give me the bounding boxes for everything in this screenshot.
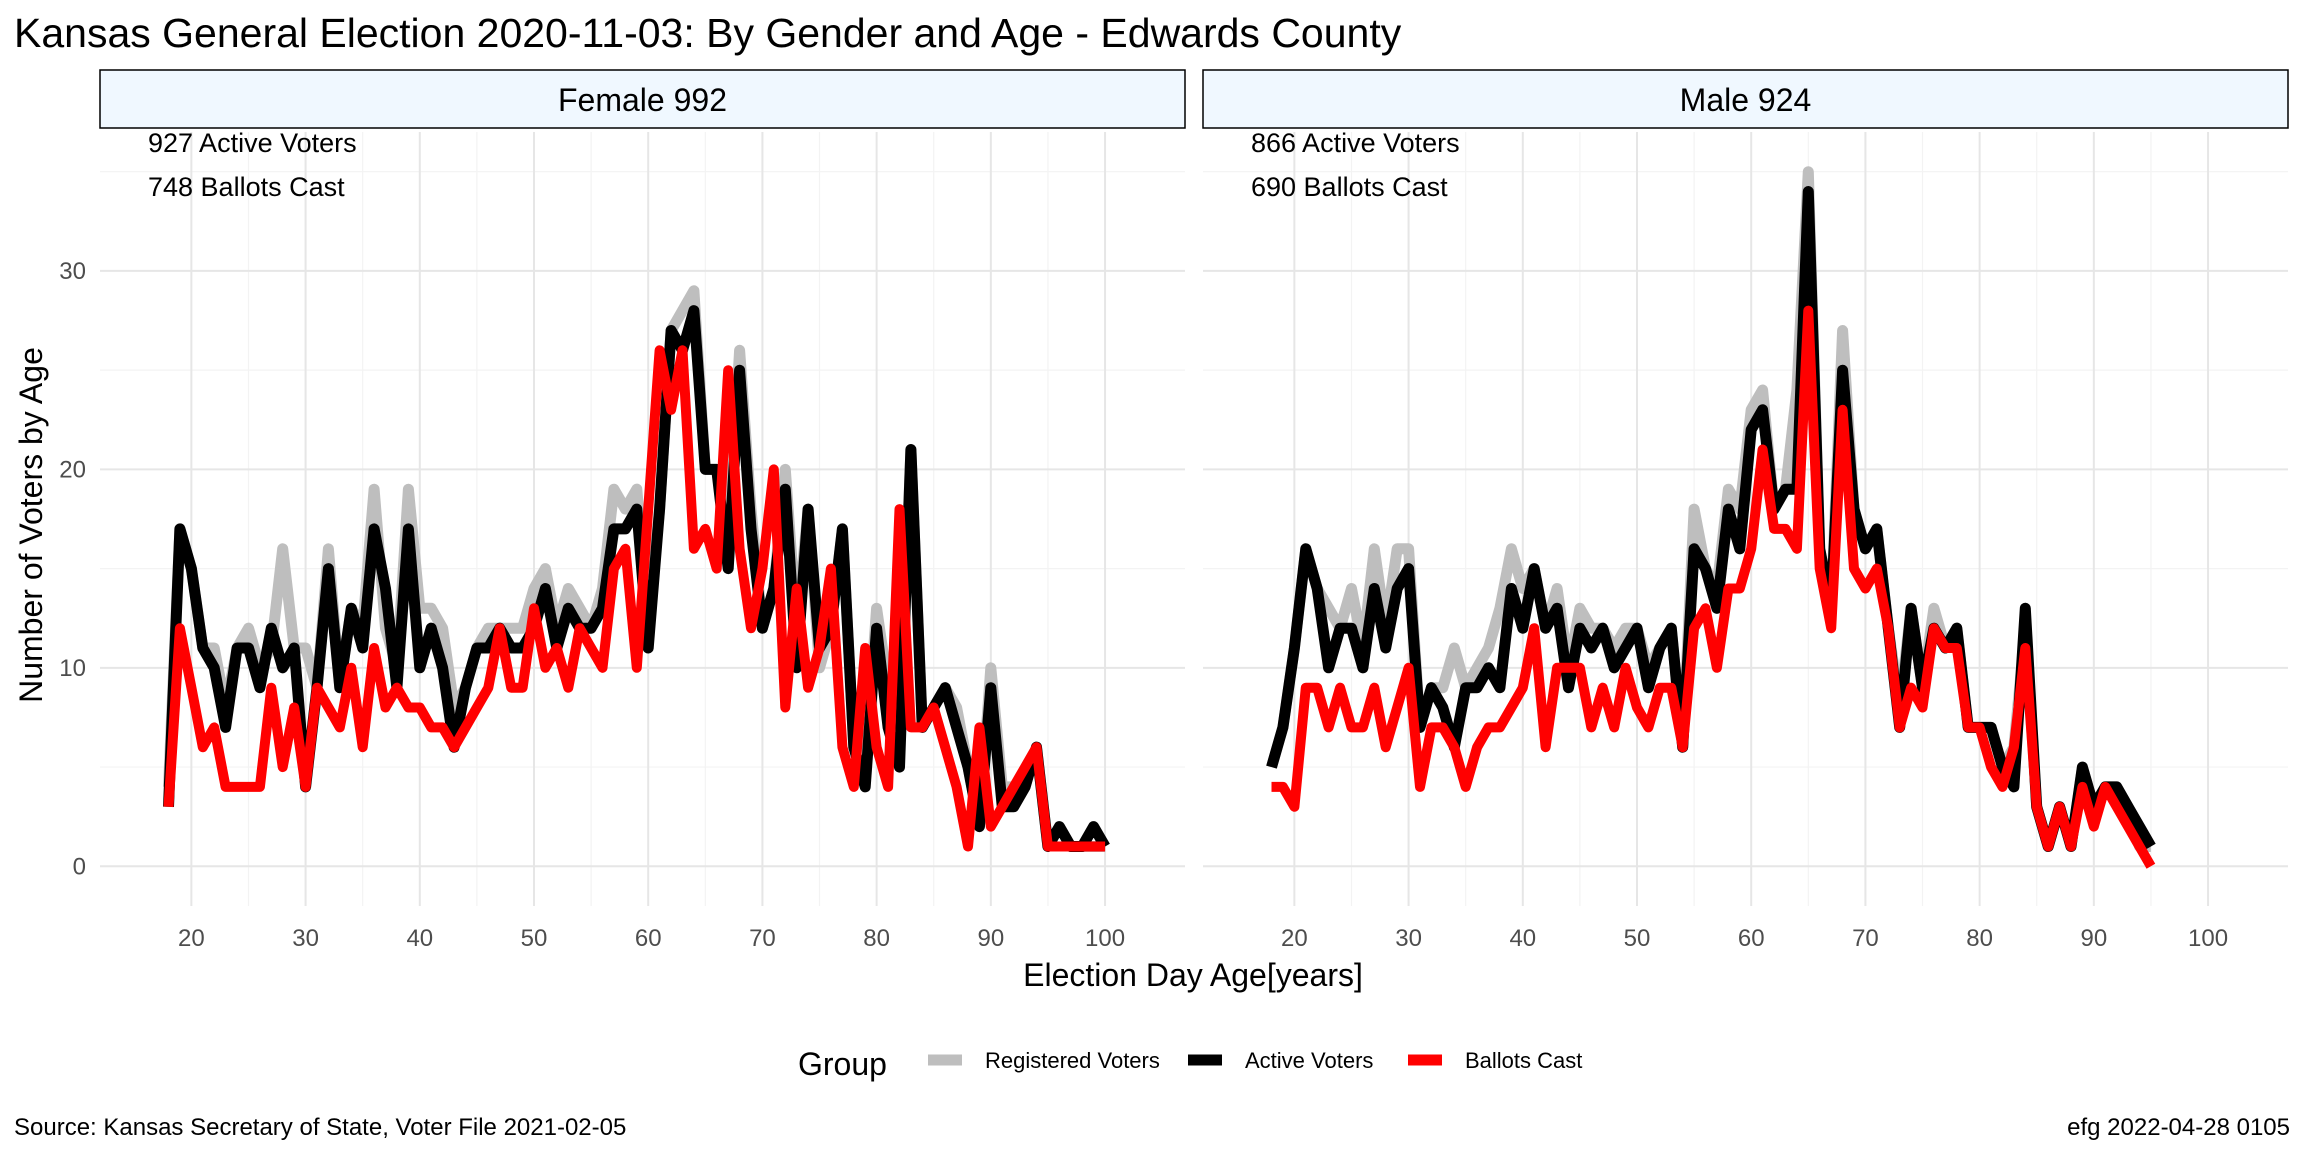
facet-panels: Female 992 927 Active Voters 748 Ballots C… [59, 69, 2289, 952]
y-tick-label: 20 [59, 456, 86, 483]
panel-annotation: 748 Ballots Cast [148, 172, 345, 202]
x-tick-label: 40 [1509, 925, 1536, 952]
y-axis-title: Number of Voters by Age [13, 347, 49, 703]
x-tick-label: 30 [1395, 925, 1422, 952]
panel-annotation: 927 Active Voters [148, 128, 357, 158]
panel-annotation: 690 Ballots Cast [1251, 172, 1448, 202]
facet-strip-label: Male 924 [1680, 82, 1812, 118]
series-line-ballots-cast [1271, 305, 2156, 869]
legend-title: Group [798, 1046, 887, 1082]
x-tick-label: 60 [635, 925, 662, 952]
x-tick-label: 60 [1738, 925, 1765, 952]
legend: Group Registered Voters Active Voters Ball… [798, 1046, 1582, 1082]
panel-1: Female 992 927 Active Voters 748 Ballots C… [99, 69, 1186, 952]
caption-source: Source: Kansas Secretary of State, Voter… [14, 1114, 626, 1141]
series-line-active-voters [1266, 186, 2156, 852]
series-line-ballots-cast [163, 345, 1106, 852]
facet-strip [1202, 69, 2289, 129]
panel-annotation: 866 Active Voters [1251, 128, 1460, 158]
x-tick-label: 30 [292, 925, 319, 952]
y-tick-label: 30 [59, 258, 86, 285]
x-axis-title: Election Day Age[years] [1023, 957, 1363, 993]
x-tick-label: 20 [178, 925, 205, 952]
x-tick-label: 50 [1624, 925, 1651, 952]
x-tick-label: 40 [406, 925, 433, 952]
y-tick-label: 10 [59, 655, 86, 682]
legend-label: Active Voters [1245, 1048, 1373, 1073]
x-tick-label: 90 [2080, 925, 2107, 952]
y-tick-label: 0 [73, 853, 86, 880]
legend-label: Ballots Cast [1465, 1048, 1582, 1073]
series-line-active-voters [163, 305, 1110, 852]
facet-strip [99, 69, 1186, 129]
panel-2: Male 924 866 Active Voters 690 Ballots Cas… [1202, 69, 2289, 952]
chart-title: Kansas General Election 2020-11-03: By G… [14, 10, 1402, 56]
x-tick-label: 20 [1281, 925, 1308, 952]
x-tick-label: 100 [1085, 925, 1125, 952]
facet-strip-label: Female 992 [558, 82, 727, 118]
x-tick-label: 90 [977, 925, 1004, 952]
x-tick-label: 80 [1966, 925, 1993, 952]
x-tick-label: 80 [863, 925, 890, 952]
x-tick-label: 100 [2188, 925, 2228, 952]
legend-label: Registered Voters [985, 1048, 1160, 1073]
x-tick-label: 70 [749, 925, 776, 952]
x-tick-label: 70 [1852, 925, 1879, 952]
caption-credit: efg 2022-04-28 0105 [2067, 1114, 2290, 1141]
x-tick-label: 50 [521, 925, 548, 952]
